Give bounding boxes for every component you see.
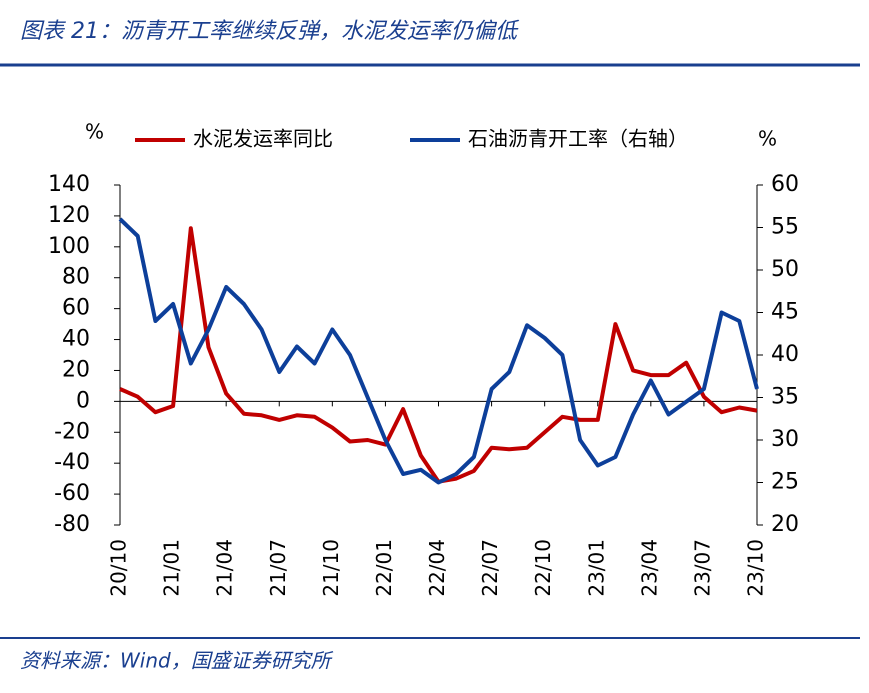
x-tick-label: 21/07 <box>266 539 290 597</box>
y2-tick-label: 50 <box>771 257 799 282</box>
y2-tick-label: 30 <box>771 427 799 452</box>
y-unit: % <box>85 120 104 144</box>
y-tick-label: 120 <box>48 203 90 228</box>
y2-tick-label: 45 <box>771 300 799 325</box>
x-tick-label: 20/10 <box>107 539 131 597</box>
chart-title: 图表 21：沥青开工率继续反弹，水泥发运率仍偏低 <box>20 19 520 44</box>
x-tick-label: 23/10 <box>744 539 768 597</box>
y-tick-label: 140 <box>48 172 90 197</box>
y-tick-label: 60 <box>62 296 90 321</box>
x-tick-label: 21/04 <box>213 539 237 597</box>
legend-label: 石油沥青开工率（右轴） <box>468 127 688 151</box>
y-tick-label: -60 <box>54 481 90 506</box>
x-tick-label: 22/01 <box>372 539 396 597</box>
y-tick-label: 100 <box>48 234 90 259</box>
series-line <box>118 217 759 485</box>
legend-label: 水泥发运率同比 <box>193 127 333 151</box>
y2-tick-label: 55 <box>771 215 799 240</box>
x-tick-label: 23/04 <box>637 539 661 597</box>
x-tick-label: 21/10 <box>319 539 343 597</box>
y2-tick-label: 60 <box>771 172 799 197</box>
x-tick-label: 22/10 <box>531 539 555 597</box>
y2-tick-label: 40 <box>771 342 799 367</box>
y2-unit: % <box>758 127 777 151</box>
y-tick-label: -20 <box>54 419 90 444</box>
y2-tick-label: 25 <box>771 470 799 495</box>
y2-tick-label: 20 <box>771 512 799 537</box>
y-tick-label: -40 <box>54 450 90 475</box>
series-line <box>119 226 758 484</box>
y-tick-label: 40 <box>62 327 90 352</box>
x-tick-label: 22/04 <box>425 539 449 597</box>
x-tick-label: 23/01 <box>584 539 608 597</box>
source: 资料来源：Wind，国盛证券研究所 <box>20 649 334 673</box>
x-tick-label: 21/01 <box>160 539 184 597</box>
y-tick-label: 20 <box>62 357 90 382</box>
y-tick-label: -80 <box>54 512 90 537</box>
y-tick-label: 0 <box>76 388 90 413</box>
x-tick-label: 23/07 <box>690 539 714 597</box>
y-tick-label: 80 <box>62 265 90 290</box>
x-tick-label: 22/07 <box>478 539 502 597</box>
y2-tick-label: 35 <box>771 385 799 410</box>
